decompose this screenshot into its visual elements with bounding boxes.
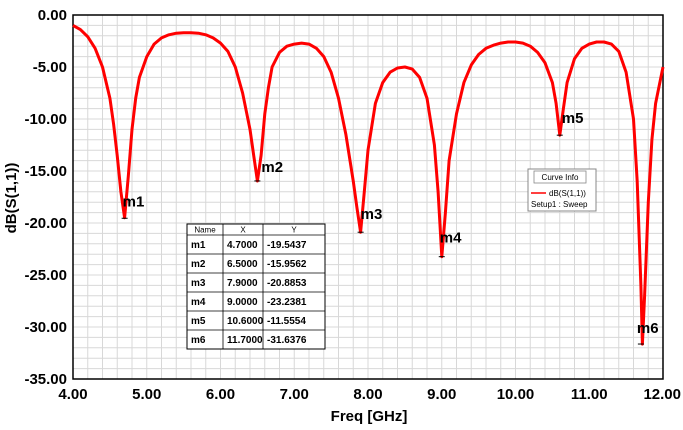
table-cell: 10.6000 xyxy=(227,316,264,327)
table-cell: m5 xyxy=(191,316,206,327)
x-axis-label: Freq [GHz] xyxy=(331,408,408,425)
y-tick-label: 0.00 xyxy=(38,7,67,24)
grid xyxy=(72,14,664,380)
table-cell: -15.9562 xyxy=(267,259,307,270)
table-cell: 6.5000 xyxy=(227,259,258,270)
x-tick-label: 10.00 xyxy=(497,386,535,403)
table-cell: 4.7000 xyxy=(227,240,258,251)
legend-entry: dB(S(1,1)) xyxy=(549,189,586,198)
x-tick-label: 4.00 xyxy=(58,386,87,403)
x-tick-label: 7.00 xyxy=(280,386,309,403)
table-header-cell: Name xyxy=(194,226,216,235)
y-tick-label: -20.00 xyxy=(24,215,67,232)
table-cell: m6 xyxy=(191,335,206,346)
table-cell: m1 xyxy=(191,240,206,251)
marker-label-m6: m6 xyxy=(637,320,659,337)
marker-label-m2: m2 xyxy=(261,159,283,176)
y-tick-label: -10.00 xyxy=(24,111,67,128)
x-axis-ticks: 4.00 5.00 6.00 7.00 8.00 9.00 10.00 11.00 12.00 xyxy=(58,386,681,403)
legend-title: Curve Info xyxy=(542,173,579,182)
y-axis-ticks: 0.00 -5.00 -10.00 -15.00 -20.00 -25.00 -30.00 -… xyxy=(24,7,67,388)
marker-label-m5: m5 xyxy=(562,110,584,127)
x-tick-label: 5.00 xyxy=(132,386,161,403)
legend-setup: Setup1 : Sweep xyxy=(531,200,588,209)
marker-label-m4: m4 xyxy=(440,230,462,247)
table-cell: 11.7000 xyxy=(227,335,263,346)
y-tick-label: -5.00 xyxy=(33,59,67,76)
x-tick-label: 12.00 xyxy=(643,386,681,403)
table-cell: m2 xyxy=(191,259,206,270)
table-cell: m3 xyxy=(191,278,206,289)
marker-table-frame xyxy=(186,223,326,350)
y-tick-label: -25.00 xyxy=(24,267,67,284)
x-tick-label: 11.00 xyxy=(571,386,608,403)
marker-label-m1: m1 xyxy=(123,193,145,210)
x-tick-label: 8.00 xyxy=(353,386,382,403)
plot-area xyxy=(72,14,664,380)
markers: m1 m2 m3 m4 m5 m6 xyxy=(121,110,659,345)
table-cell: -31.6376 xyxy=(267,335,307,346)
table-cell: m4 xyxy=(191,297,206,308)
s11-curve xyxy=(72,24,665,346)
table-cell: -20.8853 xyxy=(267,278,307,289)
marker-label-m3: m3 xyxy=(361,206,383,223)
table-cell: 7.9000 xyxy=(227,278,258,289)
x-tick-label: 9.00 xyxy=(427,386,456,403)
table-cell: -19.5437 xyxy=(267,240,307,251)
table-header-cell: X xyxy=(240,226,246,235)
table-cell: 9.0000 xyxy=(227,297,258,308)
table-cell: -11.5554 xyxy=(267,316,306,327)
y-tick-label: -30.00 xyxy=(24,319,67,336)
y-tick-label: -35.00 xyxy=(24,371,67,388)
legend-title-box xyxy=(533,170,587,184)
marker-table: Name X Ym1 4.7000 -19.5437 m2 6.5000 -15.9562 m3… xyxy=(186,223,326,350)
y-axis-label: dB(S(1,1)) xyxy=(3,163,20,234)
legend: Curve Info dB(S(1,1)) Setup1 : Sweep xyxy=(527,168,597,212)
table-cell: -23.2381 xyxy=(267,297,307,308)
x-tick-label: 6.00 xyxy=(206,386,235,403)
table-header-cell: Y xyxy=(291,226,297,235)
y-tick-label: -15.00 xyxy=(24,163,67,180)
